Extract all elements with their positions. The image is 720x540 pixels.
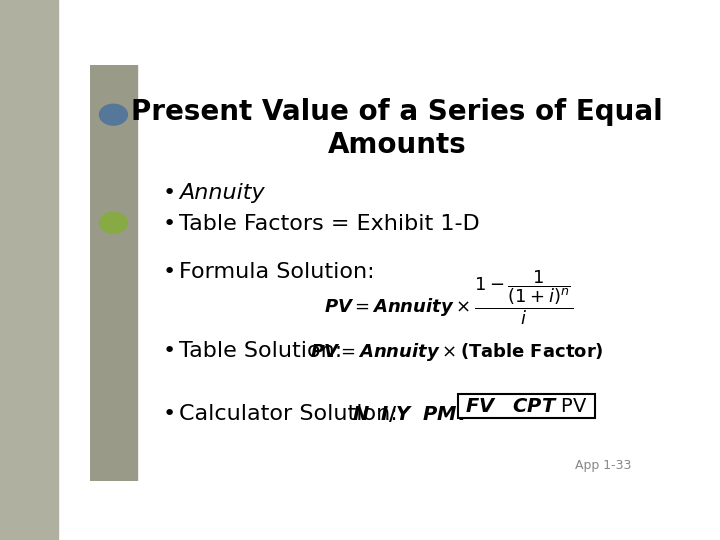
Text: Formula Solution:: Formula Solution: bbox=[179, 262, 375, 282]
Text: Present Value of a Series of Equal: Present Value of a Series of Equal bbox=[131, 98, 663, 126]
Text: •: • bbox=[163, 341, 176, 361]
Text: Table Solution:: Table Solution: bbox=[179, 341, 343, 361]
Text: $\boldsymbol{PV} = \boldsymbol{Annuity} \times \dfrac{1 - \dfrac{1}{(1+i)^{n}}}{: $\boldsymbol{PV} = \boldsymbol{Annuity} … bbox=[324, 268, 574, 327]
Text: Calculator Solution:: Calculator Solution: bbox=[179, 404, 398, 424]
FancyBboxPatch shape bbox=[459, 394, 595, 418]
Text: $\boldsymbol{N\ \ I/Y\ \ PMT}$: $\boldsymbol{N\ \ I/Y\ \ PMT}$ bbox=[352, 404, 473, 424]
Text: Amounts: Amounts bbox=[328, 131, 467, 159]
Text: Table Factors = Exhibit 1-D: Table Factors = Exhibit 1-D bbox=[179, 214, 480, 234]
Text: $\boldsymbol{FV\ \ \ CPT}$ PV: $\boldsymbol{FV\ \ \ CPT}$ PV bbox=[465, 397, 588, 416]
Text: •: • bbox=[163, 404, 176, 424]
Text: •: • bbox=[163, 262, 176, 282]
Circle shape bbox=[99, 212, 127, 233]
Text: •: • bbox=[163, 183, 176, 203]
Text: •: • bbox=[163, 214, 176, 234]
Text: App 1-33: App 1-33 bbox=[575, 460, 631, 472]
Text: Annuity: Annuity bbox=[179, 183, 265, 203]
Circle shape bbox=[99, 104, 127, 125]
Bar bbox=[90, 65, 138, 481]
Text: $\boldsymbol{PV} = \boldsymbol{Annuity} \times \mathbf{(Table\ Factor)}$: $\boldsymbol{PV} = \boldsymbol{Annuity} … bbox=[310, 341, 604, 363]
